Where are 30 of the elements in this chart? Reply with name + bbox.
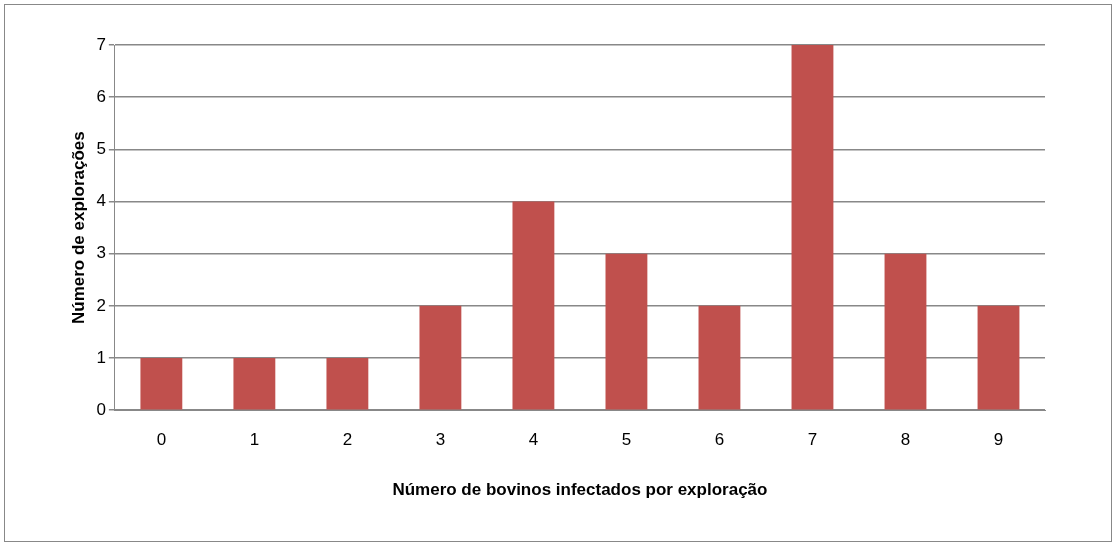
x-axis-title: Número de bovinos infectados por exploração (392, 480, 768, 500)
y-tick-label: 3 (96, 243, 106, 263)
bar (419, 305, 462, 410)
x-tick-label: 1 (249, 430, 260, 450)
y-tick-label: 4 (96, 191, 106, 211)
x-tick-label: 3 (435, 430, 446, 450)
x-tick-label: 8 (900, 430, 911, 450)
bar (512, 201, 555, 410)
bar (698, 305, 741, 410)
x-tick-label: 7 (807, 430, 818, 450)
y-tick-label: 5 (96, 139, 106, 159)
bar (791, 45, 834, 410)
y-tick-label: 1 (96, 347, 106, 367)
x-tick-label: 4 (528, 430, 539, 450)
bar (233, 358, 276, 410)
bar (605, 253, 648, 410)
x-tick-label: 6 (714, 430, 725, 450)
y-tick-label: 0 (96, 399, 106, 419)
x-tick-label: 9 (993, 430, 1004, 450)
x-tick-label: 0 (156, 430, 167, 450)
y-tick-label: 2 (96, 295, 106, 315)
y-tick-label: 7 (96, 34, 106, 54)
bar (140, 358, 183, 410)
x-tick-label: 5 (621, 430, 632, 450)
bar (326, 358, 369, 410)
y-tick-label: 6 (96, 86, 106, 106)
x-tick-label: 2 (342, 430, 353, 450)
bar (977, 305, 1020, 410)
bar (884, 253, 927, 410)
y-axis-title: Número de explorações (68, 131, 88, 324)
